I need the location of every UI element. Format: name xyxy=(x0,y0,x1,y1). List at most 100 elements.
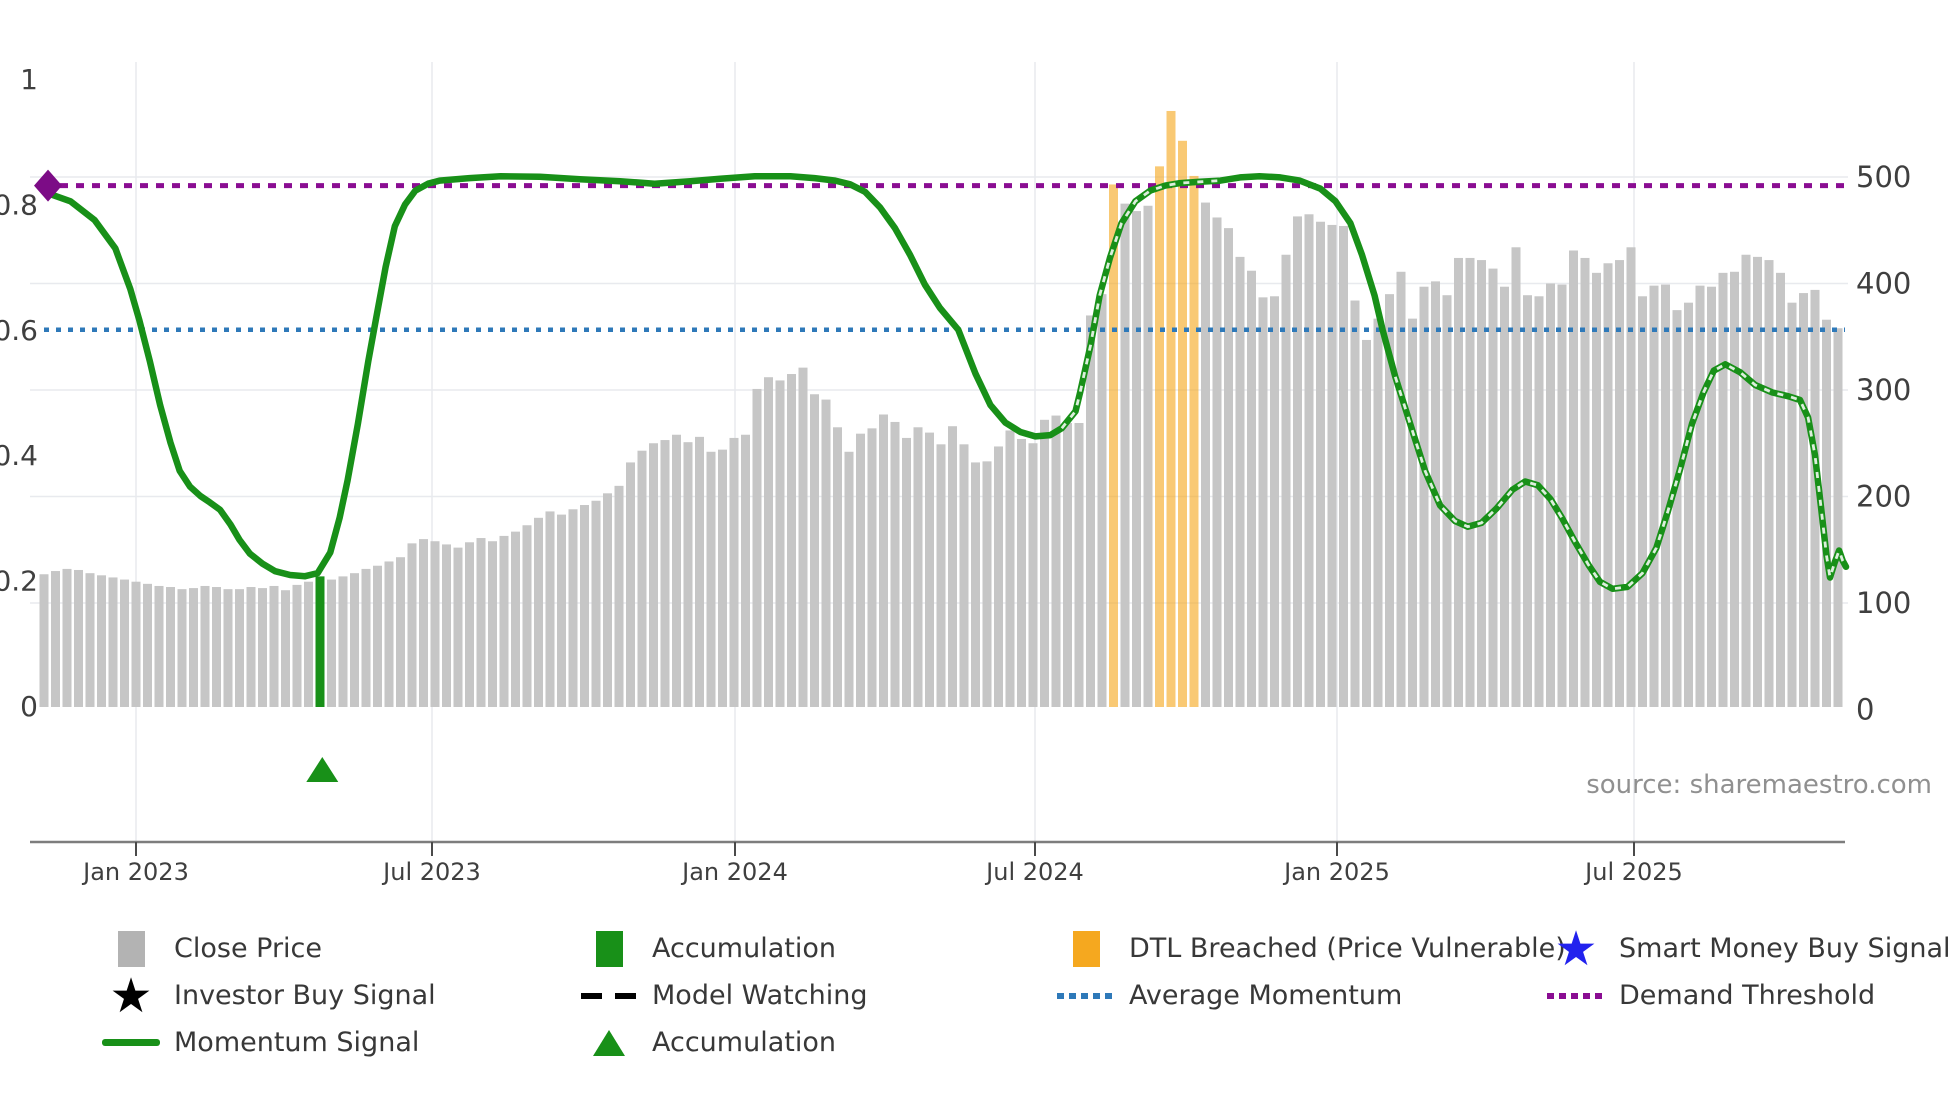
dash-swatch xyxy=(581,992,637,999)
close-price-bar xyxy=(867,428,877,707)
close-price-bar xyxy=(1028,443,1038,707)
close-price-bar xyxy=(614,485,624,707)
close-price-bar xyxy=(1063,423,1072,707)
square-swatch xyxy=(1072,930,1100,967)
close-price-bar xyxy=(626,462,635,707)
x-axis-tick-label: Jan 2025 xyxy=(1282,858,1390,886)
close-price-bar xyxy=(499,535,509,707)
close-price-bar xyxy=(971,462,980,707)
close-price-bar xyxy=(948,426,957,707)
close-price-bar xyxy=(177,589,187,707)
legend-item: Accumulation xyxy=(580,1019,867,1066)
right-axis-tick-label: 200 xyxy=(1856,480,1911,514)
close-price-bar xyxy=(1327,224,1337,708)
dots-swatch xyxy=(1057,992,1115,999)
left-axis-tick-label: 0.8 xyxy=(0,188,38,221)
legend-column: Accumulation Model Watching Accumulation xyxy=(580,925,867,1066)
close-price-bar xyxy=(1695,285,1705,707)
legend-item-label: Demand Threshold xyxy=(1619,980,1876,1011)
close-price-bar xyxy=(787,374,796,707)
close-price-bar xyxy=(384,561,394,707)
close-price-bar xyxy=(488,541,497,707)
close-price-bar xyxy=(511,531,520,707)
legend-column: ★ Smart Money Buy Signal Demand Threshold xyxy=(1547,925,1951,1019)
legend-item: ★ Smart Money Buy Signal xyxy=(1547,920,1950,977)
star-icon: ★ xyxy=(1554,920,1598,977)
close-price-bar xyxy=(1304,214,1314,707)
close-price-bar xyxy=(373,565,382,707)
square-swatch xyxy=(595,930,623,967)
close-price-bar xyxy=(637,450,647,707)
close-price-bar xyxy=(752,388,762,707)
right-axis-tick-label: 100 xyxy=(1856,586,1911,620)
legend-item-label: Accumulation xyxy=(652,933,836,964)
close-price-bar xyxy=(74,569,83,707)
close-price-bar xyxy=(729,437,739,707)
close-price-bar xyxy=(994,446,1003,707)
dtl-breached-bar xyxy=(1189,175,1199,707)
close-price-bar xyxy=(1373,318,1383,707)
close-price-bar xyxy=(545,511,555,707)
close-price-bar xyxy=(775,380,785,707)
close-price-bar xyxy=(1603,263,1613,707)
dtl-breached-bar xyxy=(1155,166,1164,708)
close-price-bar xyxy=(1833,328,1843,707)
left-axis-tick-label: 0.4 xyxy=(0,439,38,472)
model-watching-overlay xyxy=(1393,362,1848,591)
close-price-bar xyxy=(1776,272,1785,707)
close-price-bar xyxy=(62,568,72,707)
close-price-bar xyxy=(223,589,233,707)
close-price-bar xyxy=(902,437,911,707)
close-price-bar xyxy=(396,557,405,707)
close-price-bar xyxy=(1396,271,1406,707)
legend-item: Model Watching xyxy=(580,972,867,1019)
close-price-bar xyxy=(131,581,141,707)
close-price-bar xyxy=(718,449,727,707)
star-icon: ★ xyxy=(109,967,153,1024)
close-price-bar xyxy=(1247,270,1256,707)
close-price-bar xyxy=(1040,419,1049,707)
left-axis-tick-label: 1 xyxy=(20,63,38,96)
close-price-bar xyxy=(1143,205,1153,707)
left-axis-tick-label: 0.6 xyxy=(0,314,38,347)
legend-item: Accumulation xyxy=(580,925,867,972)
close-price-bar xyxy=(982,461,992,707)
close-price-bar xyxy=(1672,310,1682,707)
close-price-bar xyxy=(936,444,946,707)
close-price-bar xyxy=(407,543,417,707)
demand-threshold-diamond-icon xyxy=(34,169,62,202)
close-price-bar xyxy=(361,568,371,707)
close-price-bar xyxy=(154,585,164,707)
close-price-bar xyxy=(200,585,210,707)
close-price-bar xyxy=(913,427,923,707)
legend-column: Close Price ★ Investor Buy Signal Momentum … xyxy=(102,925,436,1066)
close-price-bar xyxy=(1293,216,1302,707)
legend-column: DTL Breached (Price Vulnerable) Average M… xyxy=(1057,925,1566,1019)
dtl-breached-bar xyxy=(1166,110,1176,708)
close-price-bar xyxy=(1718,272,1728,707)
close-price-bar xyxy=(350,573,359,707)
accumulation-triangle-icon xyxy=(306,757,339,782)
close-price-bar xyxy=(959,444,969,707)
close-price-bar xyxy=(1569,250,1578,708)
close-price-bar xyxy=(1017,438,1026,707)
momentum-signal-line xyxy=(40,172,1850,593)
close-price-bar xyxy=(189,588,198,707)
legend-item-label: Investor Buy Signal xyxy=(174,980,436,1011)
close-price-bar xyxy=(1270,296,1279,707)
close-price-bar xyxy=(1281,254,1291,707)
close-price-bar xyxy=(1212,217,1222,707)
close-price-bar xyxy=(810,394,819,707)
close-price-bar xyxy=(120,579,129,707)
x-axis-tick-label: Jul 2025 xyxy=(1583,858,1683,886)
legend-item: ★ Investor Buy Signal xyxy=(102,967,436,1024)
close-price-bar xyxy=(1258,297,1268,707)
legend-item-label: Average Momentum xyxy=(1129,980,1403,1011)
close-price-bar xyxy=(1442,295,1452,707)
close-price-bar xyxy=(568,509,578,707)
close-price-bar xyxy=(143,583,152,707)
legend-item: Average Momentum xyxy=(1057,972,1566,1019)
close-price-bar xyxy=(695,436,704,707)
legend-item-label: Accumulation xyxy=(652,1027,836,1058)
